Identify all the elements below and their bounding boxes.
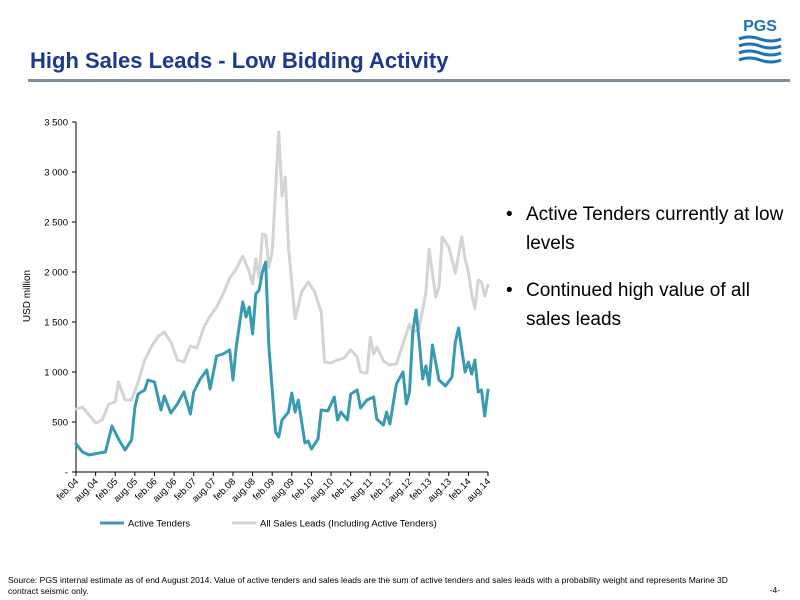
y-tick-label: 500 [52, 418, 68, 429]
x-axis: feb.04aug.04feb.05aug.05feb.06aug.06feb.… [55, 471, 493, 505]
pgs-logo: PGS [737, 14, 783, 66]
logo-wave-4 [738, 56, 782, 64]
legend-label-active-tenders: Active Tenders [128, 519, 190, 530]
y-axis: - 500 1 000 1 500 2 000 2 500 3 000 3 500 [44, 118, 77, 479]
source-note: Source: PGS internal estimate as of end … [8, 575, 728, 596]
y-tick-label: 2 500 [44, 218, 68, 229]
y-tick-label: 3 000 [44, 168, 68, 179]
y-tick-label: 3 500 [44, 118, 68, 129]
y-axis-label: USD million [22, 270, 33, 322]
series-line-active-tenders [74, 260, 490, 457]
bullet-dot: • [506, 204, 513, 225]
series-group [74, 130, 490, 457]
y-tick-label: 2 000 [44, 268, 68, 279]
series-line-all-sales-leads [74, 130, 490, 425]
logo-wave-1 [738, 35, 782, 43]
bullet-text: Active Tenders currently at low levels [526, 204, 784, 254]
bullet-dot: • [506, 280, 513, 301]
pgs-logo-mark: PGS [737, 14, 783, 66]
bullet-item: • Active Tenders currently at low levels [506, 200, 790, 258]
y-tick-label: - [65, 468, 68, 479]
y-tick-label: 1 000 [44, 368, 68, 379]
legend-label-all-sales-leads: All Sales Leads (Including Active Tender… [260, 519, 437, 530]
legend: Active Tenders All Sales Leads (Including… [100, 519, 437, 530]
pgs-logo-text: PGS [743, 18, 777, 35]
bullet-text: Continued high value of all sales leads [526, 280, 750, 330]
y-tick-label: 1 500 [44, 318, 68, 329]
logo-wave-3 [738, 49, 782, 57]
title-divider [28, 79, 790, 82]
bullet-item: • Continued high value of all sales leads [506, 276, 790, 334]
page-number: -4- [769, 585, 780, 595]
logo-wave-2 [738, 42, 782, 50]
page-title: High Sales Leads - Low Bidding Activity [30, 48, 449, 73]
bullet-list: • Active Tenders currently at low levels … [506, 200, 790, 352]
